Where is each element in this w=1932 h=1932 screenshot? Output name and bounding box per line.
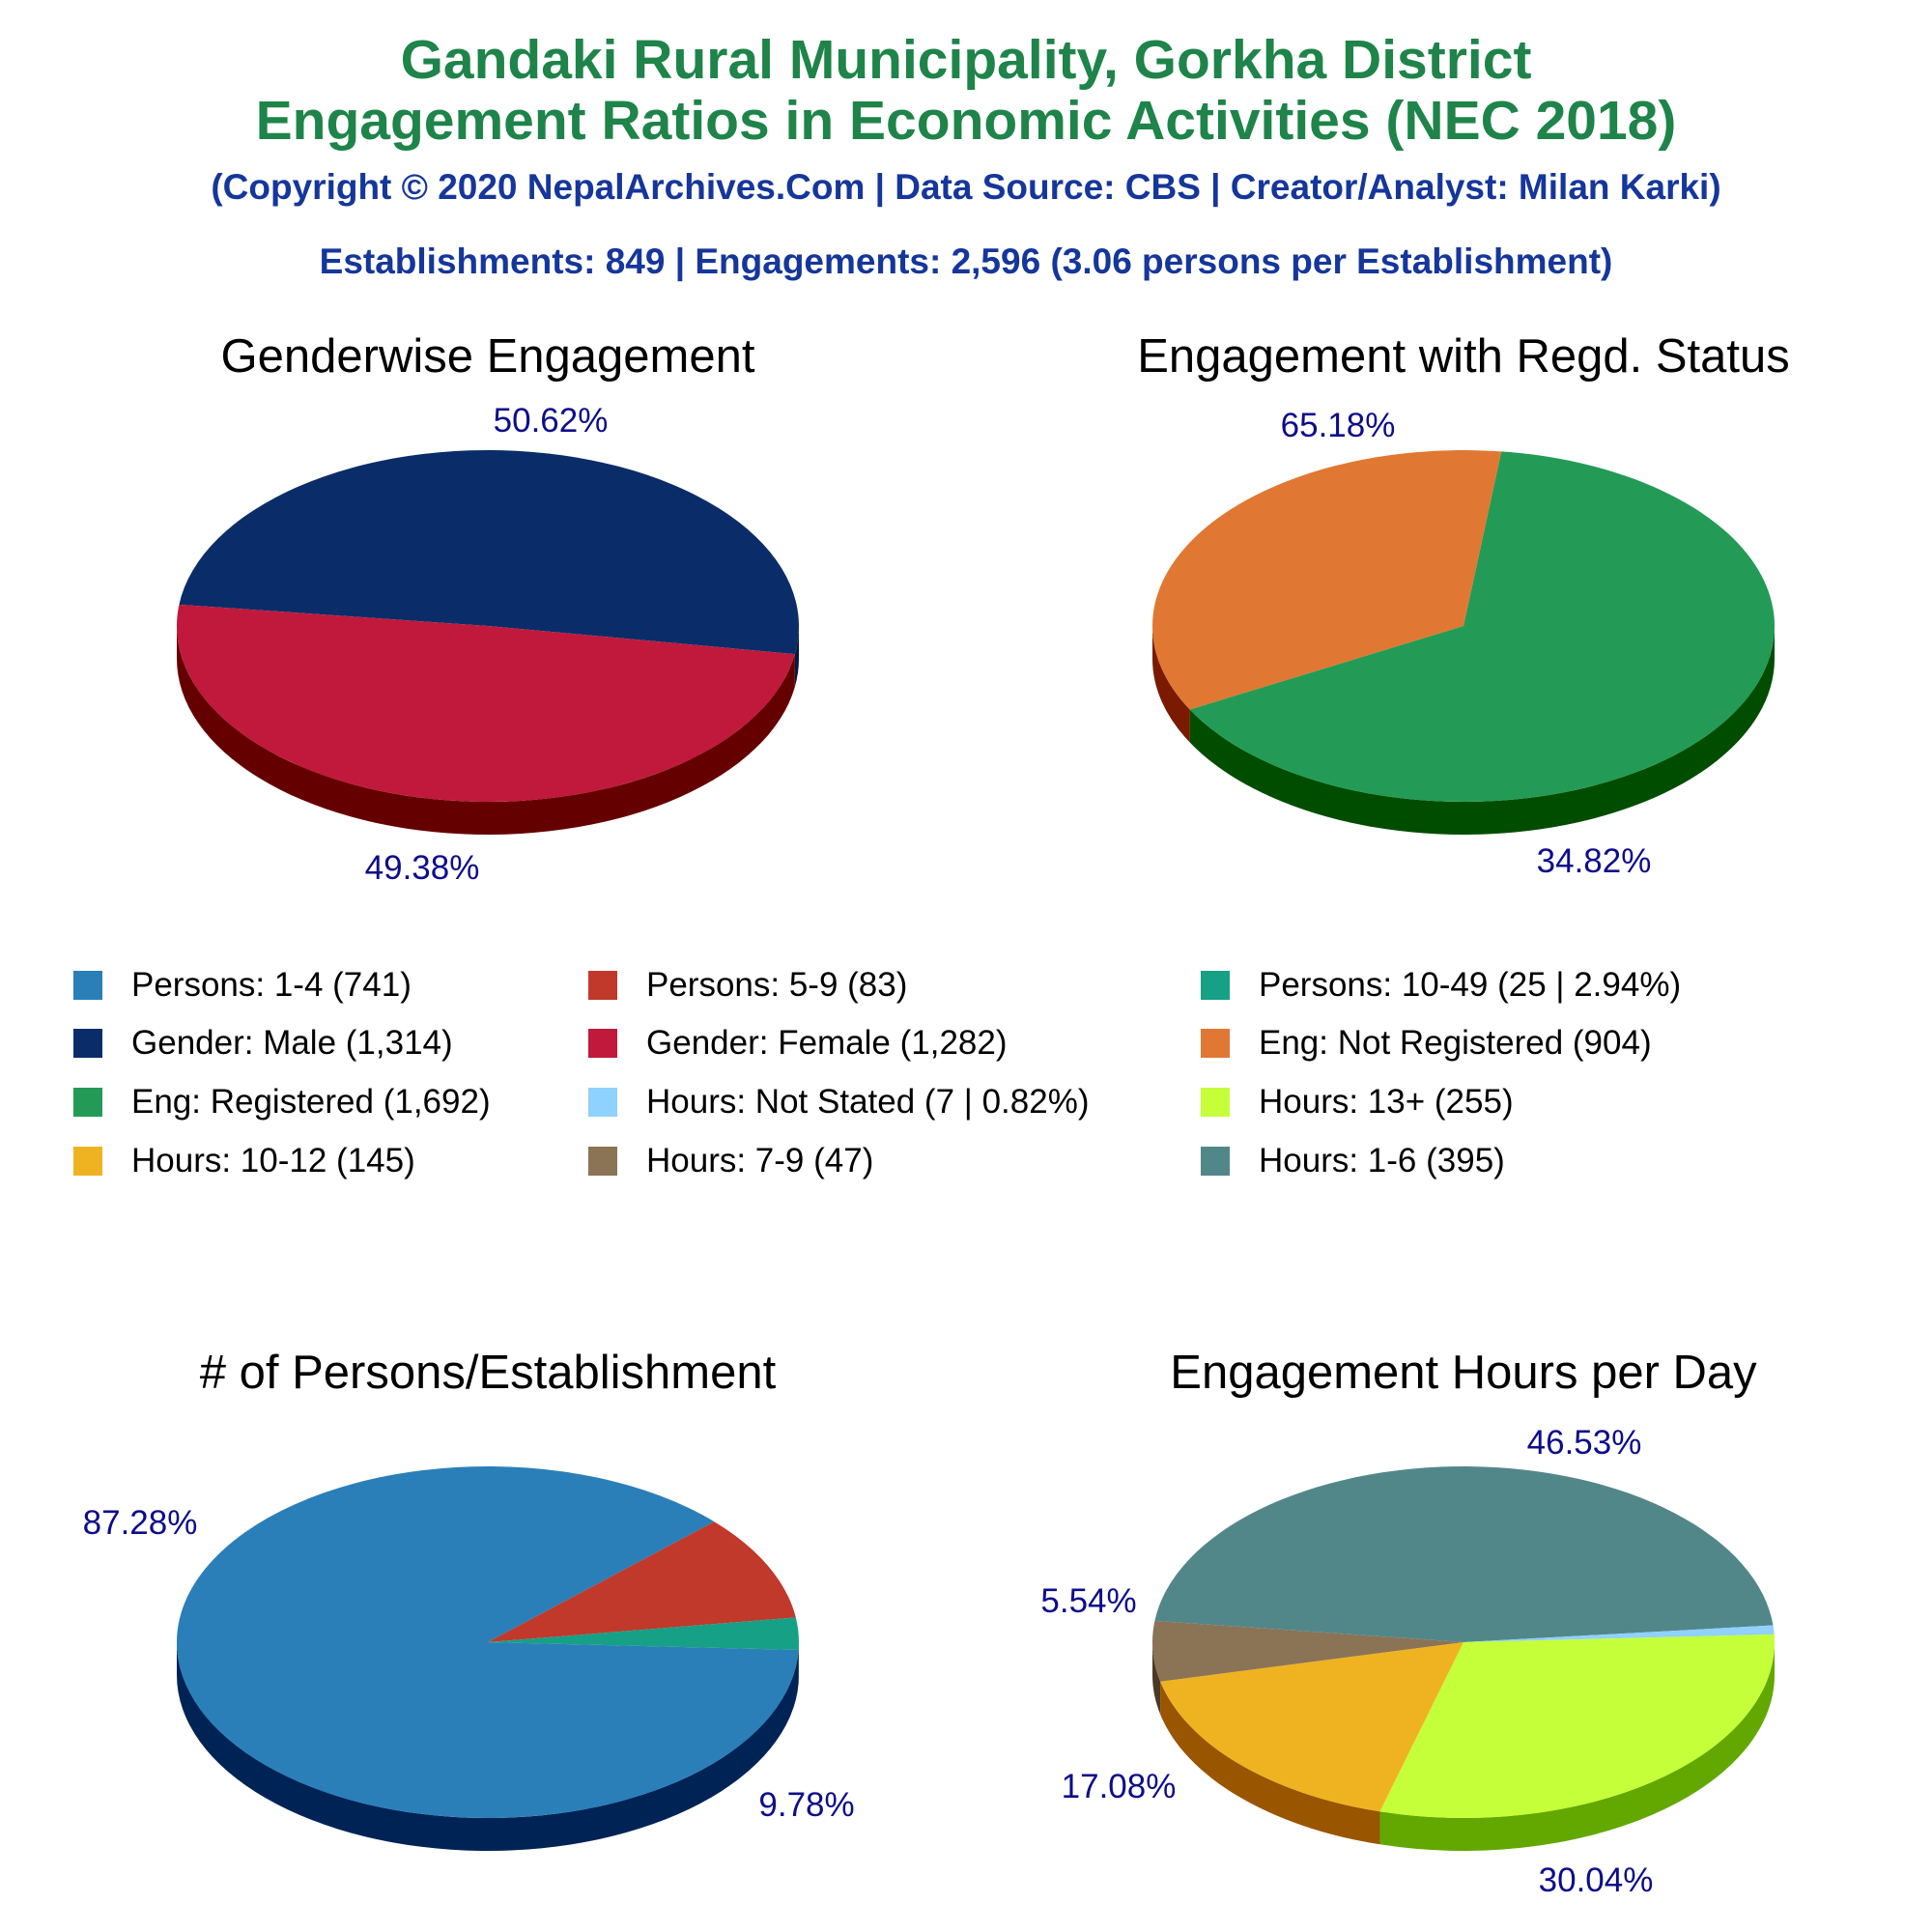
pie-chart: Engagement Hours per Day 46.53% 30.04% 17.0…: [1040, 1347, 1775, 1899]
legend-swatch: [73, 1147, 102, 1176]
pie-slice-side: [176, 626, 795, 836]
legend-swatch: [588, 971, 617, 1000]
pie-sides: [1152, 626, 1775, 836]
summary-line: Establishments: 849 | Engagements: 2,596…: [319, 242, 1613, 281]
legend-label: Persons: 1-4 (741): [131, 966, 412, 1004]
pie-slice: [179, 450, 799, 655]
pie-percent-label: 50.62%: [494, 402, 609, 440]
copyright-line: (Copyright © 2020 NepalArchives.Com | Da…: [211, 167, 1721, 207]
pie-slice: [1151, 449, 1502, 710]
pie-sides: [1152, 1642, 1775, 1851]
chart-title: # of Persons/Establishment: [200, 1347, 777, 1399]
legend-item: Persons: 10-49 (25 | 2.94%): [1201, 966, 1681, 1005]
main-title-line2: Engagement Ratios in Economic Activities…: [255, 90, 1677, 152]
chart-title: Engagement Hours per Day: [1170, 1347, 1757, 1399]
legend-item: Gender: Male (1,314): [73, 1024, 453, 1063]
legend-item: Hours: 1-6 (395): [1201, 1142, 1505, 1180]
pie-slice-side: [1152, 1642, 1161, 1715]
legend-label: Eng: Registered (1,692): [131, 1083, 491, 1121]
chart-title: Engagement with Regd. Status: [1137, 330, 1790, 383]
pie-slice: [1154, 1466, 1774, 1642]
legend-item: Hours: 7-9 (47): [588, 1142, 873, 1180]
pie-slice: [177, 1466, 799, 1819]
pie-slice: [488, 1521, 796, 1642]
chart-title: Genderwise Engagement: [221, 330, 755, 383]
legend-label: Hours: 13+ (255): [1259, 1083, 1514, 1121]
legend-label: Hours: 10-12 (145): [131, 1142, 415, 1179]
legend-label: Hours: Not Stated (7 | 0.82%): [646, 1083, 1090, 1121]
pie-chart: Genderwise Engagement 50.62% 49.38%: [176, 330, 799, 887]
pie-percent-label: 5.54%: [1040, 1582, 1136, 1620]
legend-swatch: [1201, 971, 1230, 1000]
pie-sides: [176, 626, 799, 836]
legend-label: Gender: Female (1,282): [646, 1024, 1008, 1062]
pie-slice: [488, 1617, 799, 1650]
legend-label: Hours: 7-9 (47): [646, 1142, 874, 1179]
legend-item: Persons: 1-4 (741): [73, 966, 412, 1005]
legend-swatch: [1201, 1088, 1230, 1117]
pie-slice: [1160, 1642, 1463, 1812]
legend-item: Hours: 13+ (255): [1201, 1083, 1514, 1122]
pie-percent-label: 9.78%: [758, 1786, 854, 1824]
legend-swatch: [1201, 1147, 1230, 1176]
pie-slice: [176, 604, 795, 803]
legend-label: Gender: Male (1,314): [131, 1024, 453, 1062]
legend-swatch: [588, 1029, 617, 1058]
pie-slice-side: [1160, 1681, 1380, 1845]
legend-label: Eng: Not Registered (904): [1259, 1024, 1652, 1062]
pie-slice-side: [177, 1642, 799, 1852]
legend-item: Eng: Not Registered (904): [1201, 1024, 1652, 1063]
legend-swatch: [73, 1088, 102, 1117]
legend-item: Gender: Female (1,282): [588, 1024, 1008, 1063]
pie-chart: Engagement with Regd. Status 65.18% 34.82%: [1137, 330, 1790, 880]
legend-label: Hours: 1-6 (395): [1259, 1142, 1505, 1179]
pie-slice: [1463, 1625, 1775, 1642]
pie-slice-side: [1189, 626, 1775, 836]
pie-chart: # of Persons/Establishment 87.28% 9.78%: [83, 1347, 855, 1852]
legend-swatch: [588, 1088, 617, 1117]
pie-slice-side: [794, 626, 799, 688]
pie-percent-label: 87.28%: [83, 1504, 198, 1542]
pie-slice: [1152, 1620, 1463, 1682]
legend-swatch: [73, 971, 102, 1000]
pie-percent-label: 34.82%: [1537, 842, 1652, 880]
pie-percent-label: 46.53%: [1527, 1424, 1642, 1462]
pie-slice: [1379, 1634, 1775, 1818]
legend-item: Hours: 10-12 (145): [73, 1142, 415, 1180]
pie-slice-side: [1152, 626, 1190, 743]
pie-percent-label: 30.04%: [1539, 1861, 1654, 1899]
pie-percent-label: 65.18%: [1281, 407, 1396, 444]
legend-item: Eng: Registered (1,692): [73, 1083, 491, 1122]
legend-label: Persons: 5-9 (83): [646, 966, 908, 1004]
legend-item: Persons: 5-9 (83): [588, 966, 907, 1005]
pie-slice: [1189, 451, 1775, 802]
main-title-line1: Gandaki Rural Municipality, Gorkha Distr…: [400, 29, 1532, 91]
legend-swatch: [588, 1147, 617, 1176]
pie-slice-side: [1379, 1642, 1775, 1851]
pie-percent-label: 17.08%: [1062, 1768, 1177, 1805]
legend-label: Persons: 10-49 (25 | 2.94%): [1259, 966, 1682, 1004]
legend-item: Hours: Not Stated (7 | 0.82%): [588, 1083, 1089, 1122]
pie-percent-label: 49.38%: [365, 849, 480, 887]
legend-swatch: [1201, 1029, 1230, 1058]
pie-sides: [177, 1642, 800, 1852]
legend-swatch: [73, 1029, 102, 1058]
